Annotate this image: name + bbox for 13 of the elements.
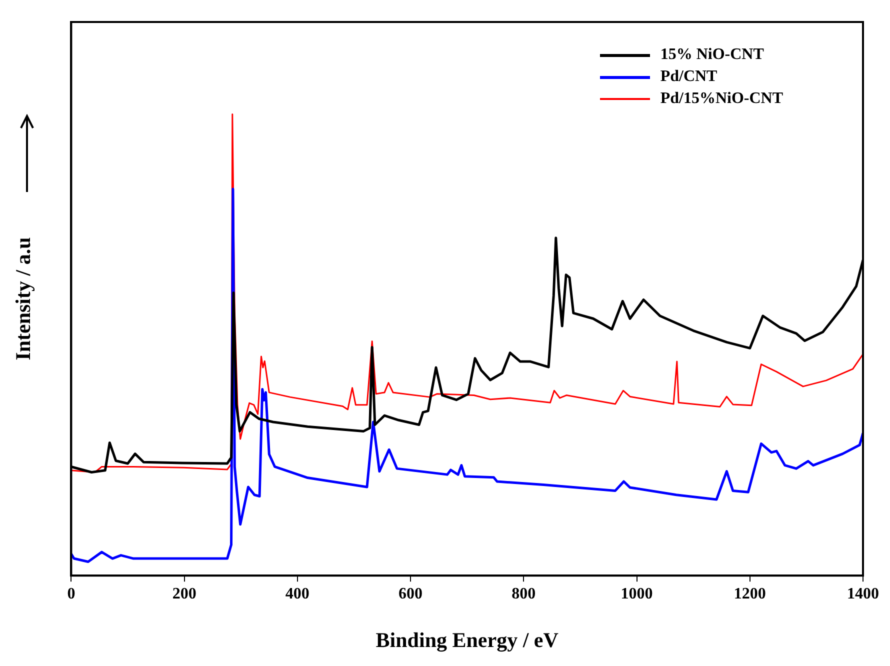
legend-label: Pd/15%NiO-CNT <box>660 89 783 109</box>
x-tick-label: 600 <box>398 585 423 602</box>
x-tick-label: 0 <box>67 585 76 602</box>
legend-label: 15% NiO-CNT <box>660 45 764 65</box>
legend-label: Pd/CNT <box>660 67 718 87</box>
x-tick-label: 800 <box>512 585 536 602</box>
x-tick-label: 1200 <box>734 585 766 602</box>
x-tick-label: 200 <box>172 585 196 602</box>
y-axis-title: Intensity / a.u <box>11 236 36 360</box>
x-tick-label: 400 <box>285 585 310 602</box>
x-tick-label: 1000 <box>620 585 653 602</box>
x-axis-title: Binding Energy / eV <box>376 628 558 652</box>
x-tick-label: 1400 <box>847 585 879 602</box>
